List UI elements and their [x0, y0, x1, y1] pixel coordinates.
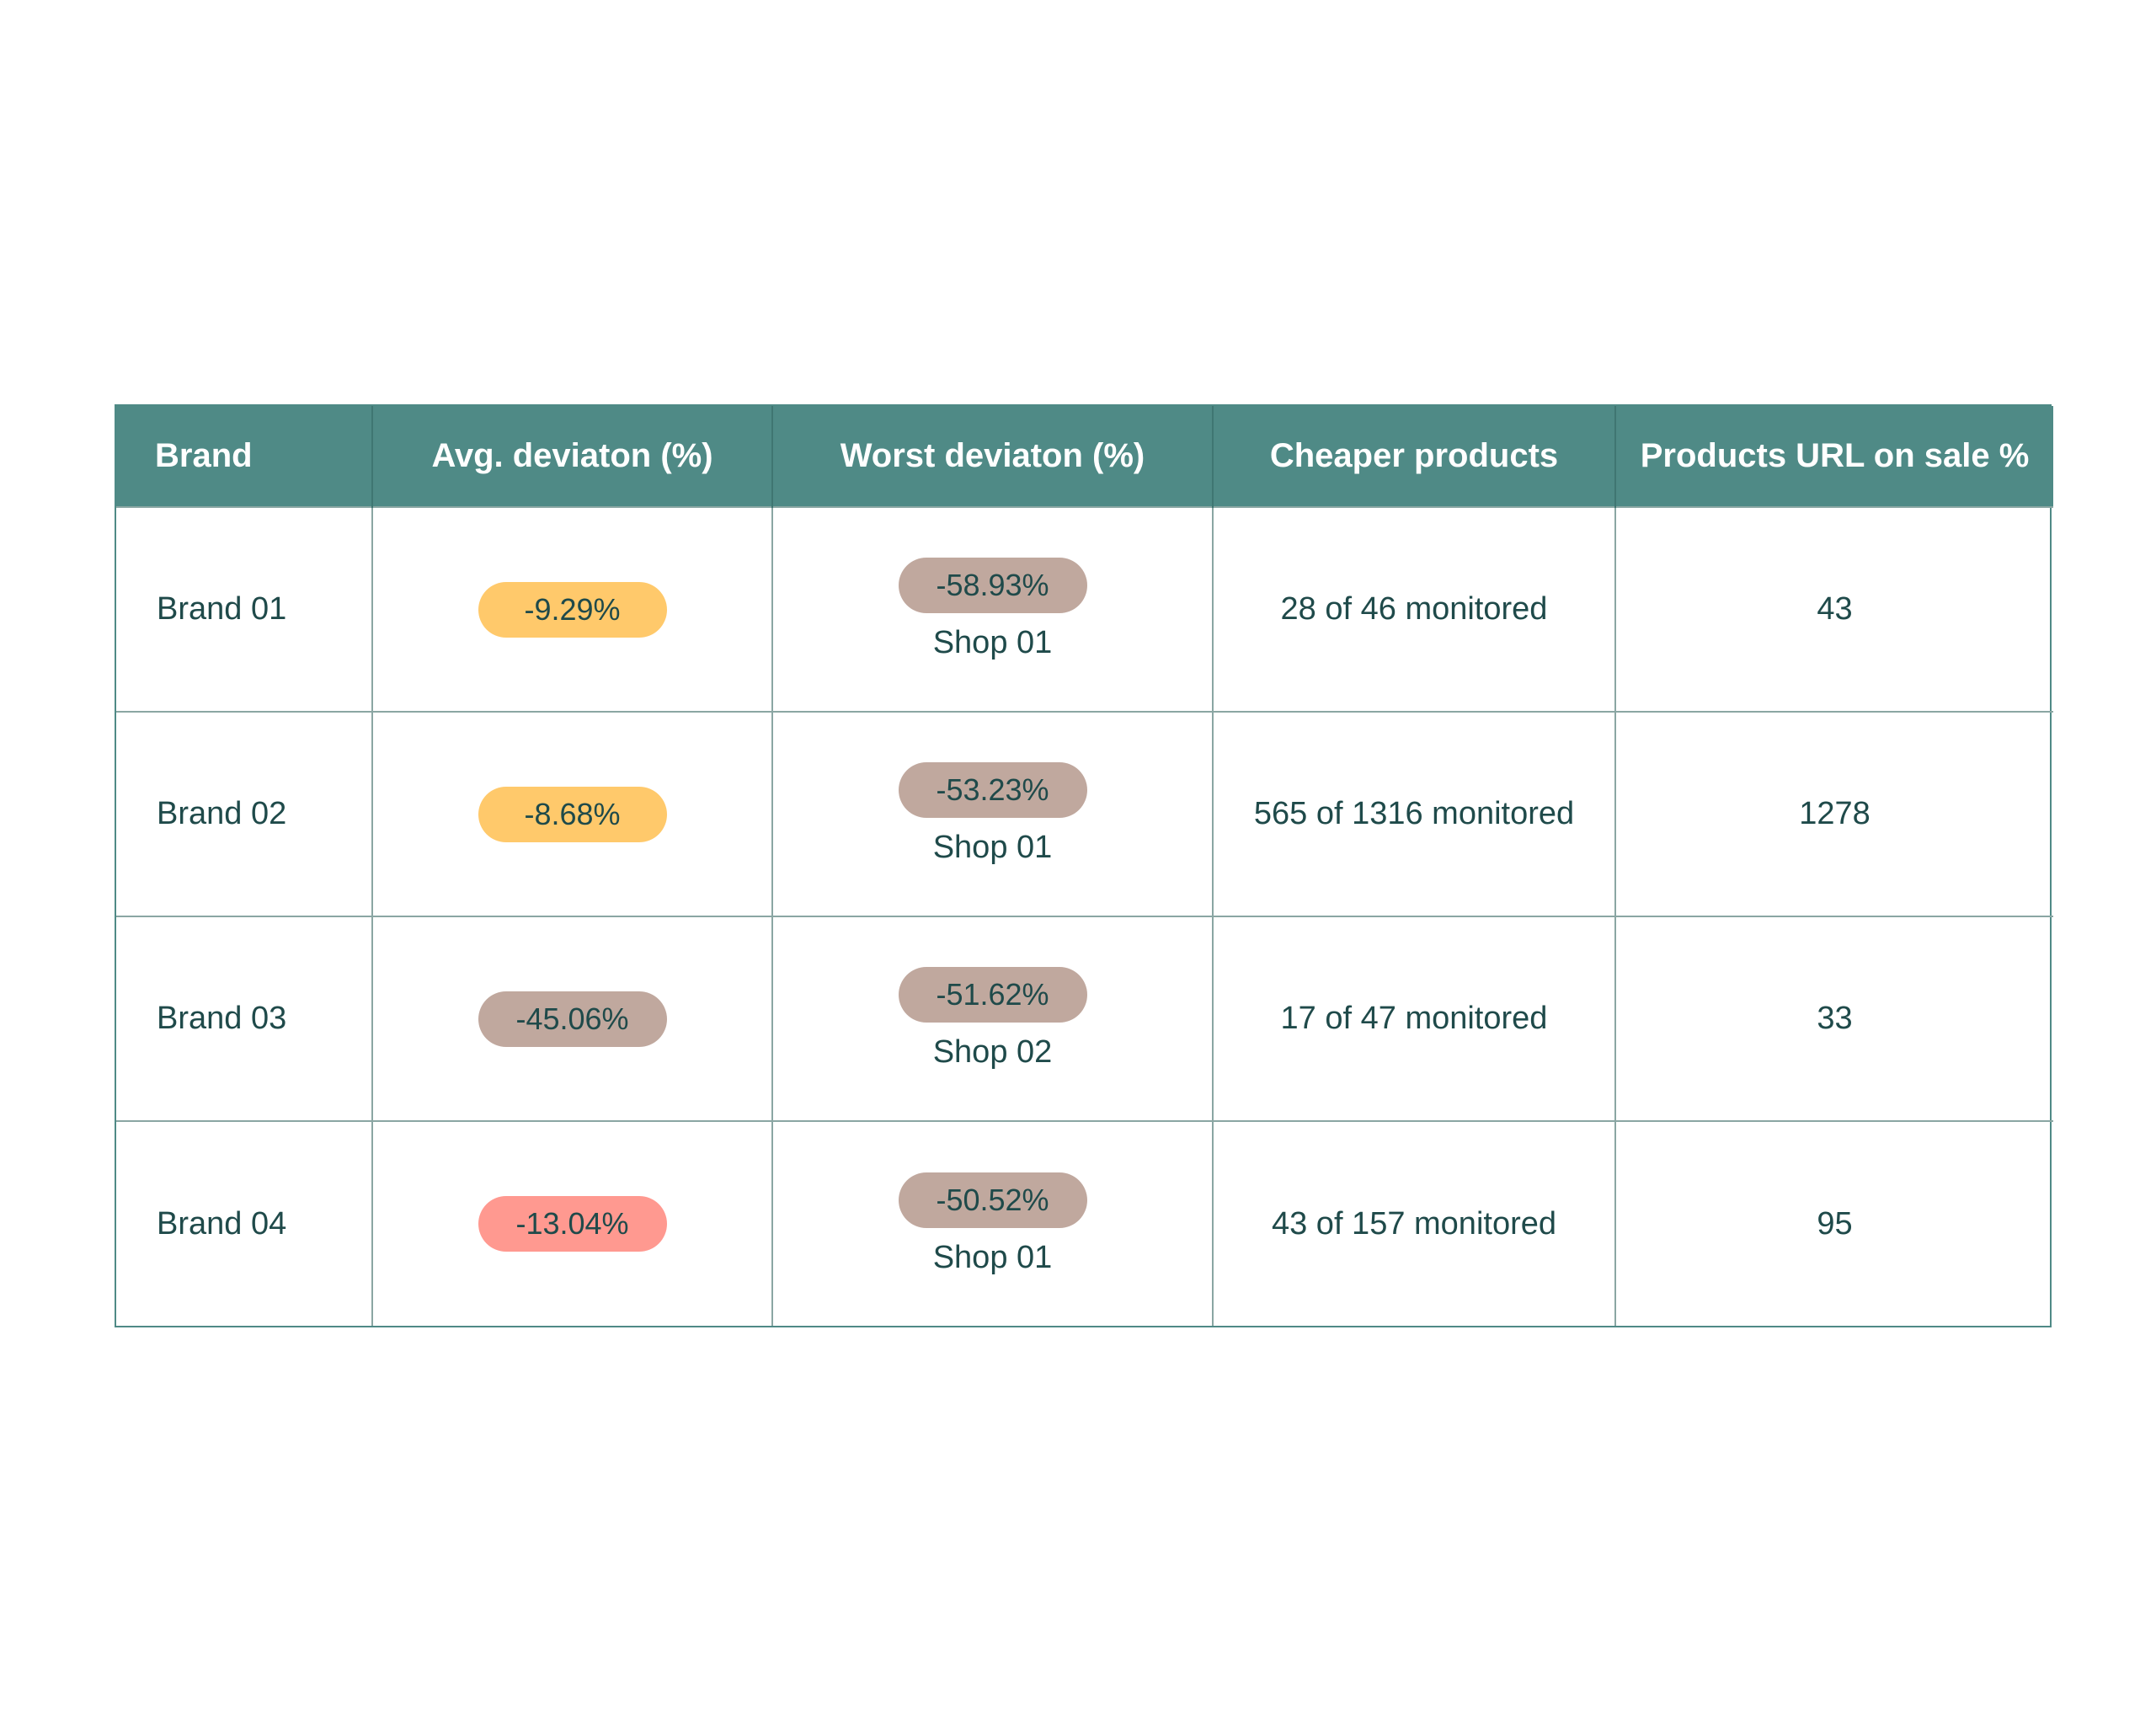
avg-deviation-badge: -45.06% [478, 991, 667, 1047]
worst-shop-label: Shop 01 [932, 1239, 1053, 1275]
url-on-sale-cell: 43 [1615, 506, 2053, 712]
avg-deviation-badge: -9.29% [478, 581, 667, 638]
worst-deviation-badge: -53.23% [898, 762, 1087, 818]
avg-deviation-badge: -13.04% [478, 1196, 667, 1252]
table-row: Brand 01 -9.29% -58.93% Shop 01 28 of 46… [116, 506, 2053, 712]
avg-deviation-cell: -45.06% [372, 916, 773, 1121]
worst-deviation-cell: -50.52% Shop 01 [772, 1120, 1214, 1326]
cheaper-products-cell: 565 of 1316 monitored [1213, 711, 1616, 916]
avg-deviation-badge: -8.68% [478, 786, 667, 842]
avg-deviation-cell: -9.29% [372, 506, 773, 712]
avg-deviation-cell: -8.68% [372, 711, 773, 916]
header-row: Brand Avg. deviaton (%) Worst deviaton (… [116, 406, 2053, 507]
column-header-avg-deviation[interactable]: Avg. deviaton (%) [372, 406, 773, 507]
worst-shop-label: Shop 01 [932, 625, 1053, 660]
data-table: Brand Avg. deviaton (%) Worst deviaton (… [116, 406, 2053, 1326]
table-row: Brand 02 -8.68% -53.23% Shop 01 565 of 1… [116, 711, 2053, 916]
column-header-products-url-on-sale[interactable]: Products URL on sale % [1615, 406, 2053, 507]
worst-deviation-cell: -58.93% Shop 01 [772, 506, 1214, 712]
brand-deviation-table: Brand Avg. deviaton (%) Worst deviaton (… [115, 404, 2053, 1327]
worst-deviation-badge: -50.52% [898, 1172, 1087, 1228]
table-header: Brand Avg. deviaton (%) Worst deviaton (… [116, 406, 2053, 507]
table-row: Brand 04 -13.04% -50.52% Shop 01 43 of 1… [116, 1120, 2053, 1326]
brand-cell: Brand 02 [116, 711, 373, 916]
url-on-sale-cell: 33 [1615, 916, 2053, 1121]
url-on-sale-cell: 95 [1615, 1120, 2053, 1326]
table-body: Brand 01 -9.29% -58.93% Shop 01 28 of 46… [116, 506, 2053, 1326]
worst-deviation-badge: -51.62% [898, 967, 1087, 1023]
worst-shop-label: Shop 02 [932, 1034, 1053, 1070]
cheaper-products-cell: 28 of 46 monitored [1213, 506, 1616, 712]
worst-shop-label: Shop 01 [932, 830, 1053, 865]
brand-cell: Brand 04 [116, 1120, 373, 1326]
brand-cell: Brand 01 [116, 506, 373, 712]
url-on-sale-cell: 1278 [1615, 711, 2053, 916]
avg-deviation-cell: -13.04% [372, 1120, 773, 1326]
column-header-cheaper-products[interactable]: Cheaper products [1213, 406, 1616, 507]
worst-deviation-cell: -53.23% Shop 01 [772, 711, 1214, 916]
worst-deviation-cell: -51.62% Shop 02 [772, 916, 1214, 1121]
column-header-worst-deviation[interactable]: Worst deviaton (%) [772, 406, 1214, 507]
table-row: Brand 03 -45.06% -51.62% Shop 02 17 of 4… [116, 916, 2053, 1121]
cheaper-products-cell: 43 of 157 monitored [1213, 1120, 1616, 1326]
column-header-brand[interactable]: Brand [116, 406, 373, 507]
cheaper-products-cell: 17 of 47 monitored [1213, 916, 1616, 1121]
worst-deviation-badge: -58.93% [898, 558, 1087, 613]
brand-cell: Brand 03 [116, 916, 373, 1121]
